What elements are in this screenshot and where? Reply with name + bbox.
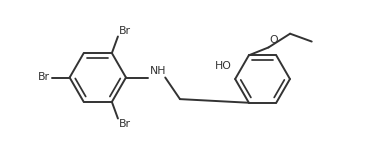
Text: O: O (270, 35, 278, 45)
Text: Br: Br (38, 73, 50, 82)
Text: NH: NH (150, 66, 166, 75)
Text: Br: Br (119, 120, 131, 129)
Text: HO: HO (215, 61, 232, 71)
Text: Br: Br (119, 26, 131, 35)
